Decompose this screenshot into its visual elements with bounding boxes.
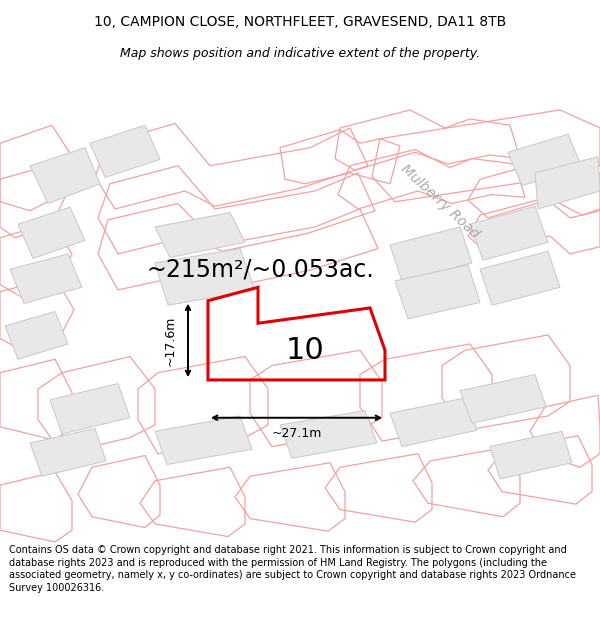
Polygon shape — [280, 411, 377, 458]
Polygon shape — [460, 374, 546, 423]
Text: ~27.1m: ~27.1m — [272, 426, 322, 439]
Polygon shape — [390, 227, 472, 281]
Polygon shape — [155, 249, 255, 305]
Polygon shape — [30, 148, 100, 204]
Text: Contains OS data © Crown copyright and database right 2021. This information is : Contains OS data © Crown copyright and d… — [9, 545, 576, 592]
Polygon shape — [395, 265, 480, 319]
Polygon shape — [155, 213, 245, 258]
Polygon shape — [18, 207, 85, 259]
Text: ~17.6m: ~17.6m — [163, 315, 176, 366]
Polygon shape — [535, 157, 600, 209]
Polygon shape — [90, 125, 160, 177]
Polygon shape — [50, 384, 130, 434]
Polygon shape — [390, 398, 477, 446]
Polygon shape — [5, 311, 68, 359]
Polygon shape — [480, 251, 560, 305]
Polygon shape — [490, 431, 572, 479]
Text: Mulberry Road: Mulberry Road — [398, 162, 482, 241]
Text: ~215m²/~0.053ac.: ~215m²/~0.053ac. — [146, 258, 374, 281]
Text: Map shows position and indicative extent of the property.: Map shows position and indicative extent… — [120, 48, 480, 61]
Polygon shape — [10, 254, 82, 304]
Polygon shape — [470, 206, 548, 260]
Text: 10: 10 — [286, 336, 325, 365]
Polygon shape — [30, 429, 106, 476]
Polygon shape — [155, 416, 252, 464]
Text: 10, CAMPION CLOSE, NORTHFLEET, GRAVESEND, DA11 8TB: 10, CAMPION CLOSE, NORTHFLEET, GRAVESEND… — [94, 14, 506, 29]
Polygon shape — [508, 134, 582, 186]
